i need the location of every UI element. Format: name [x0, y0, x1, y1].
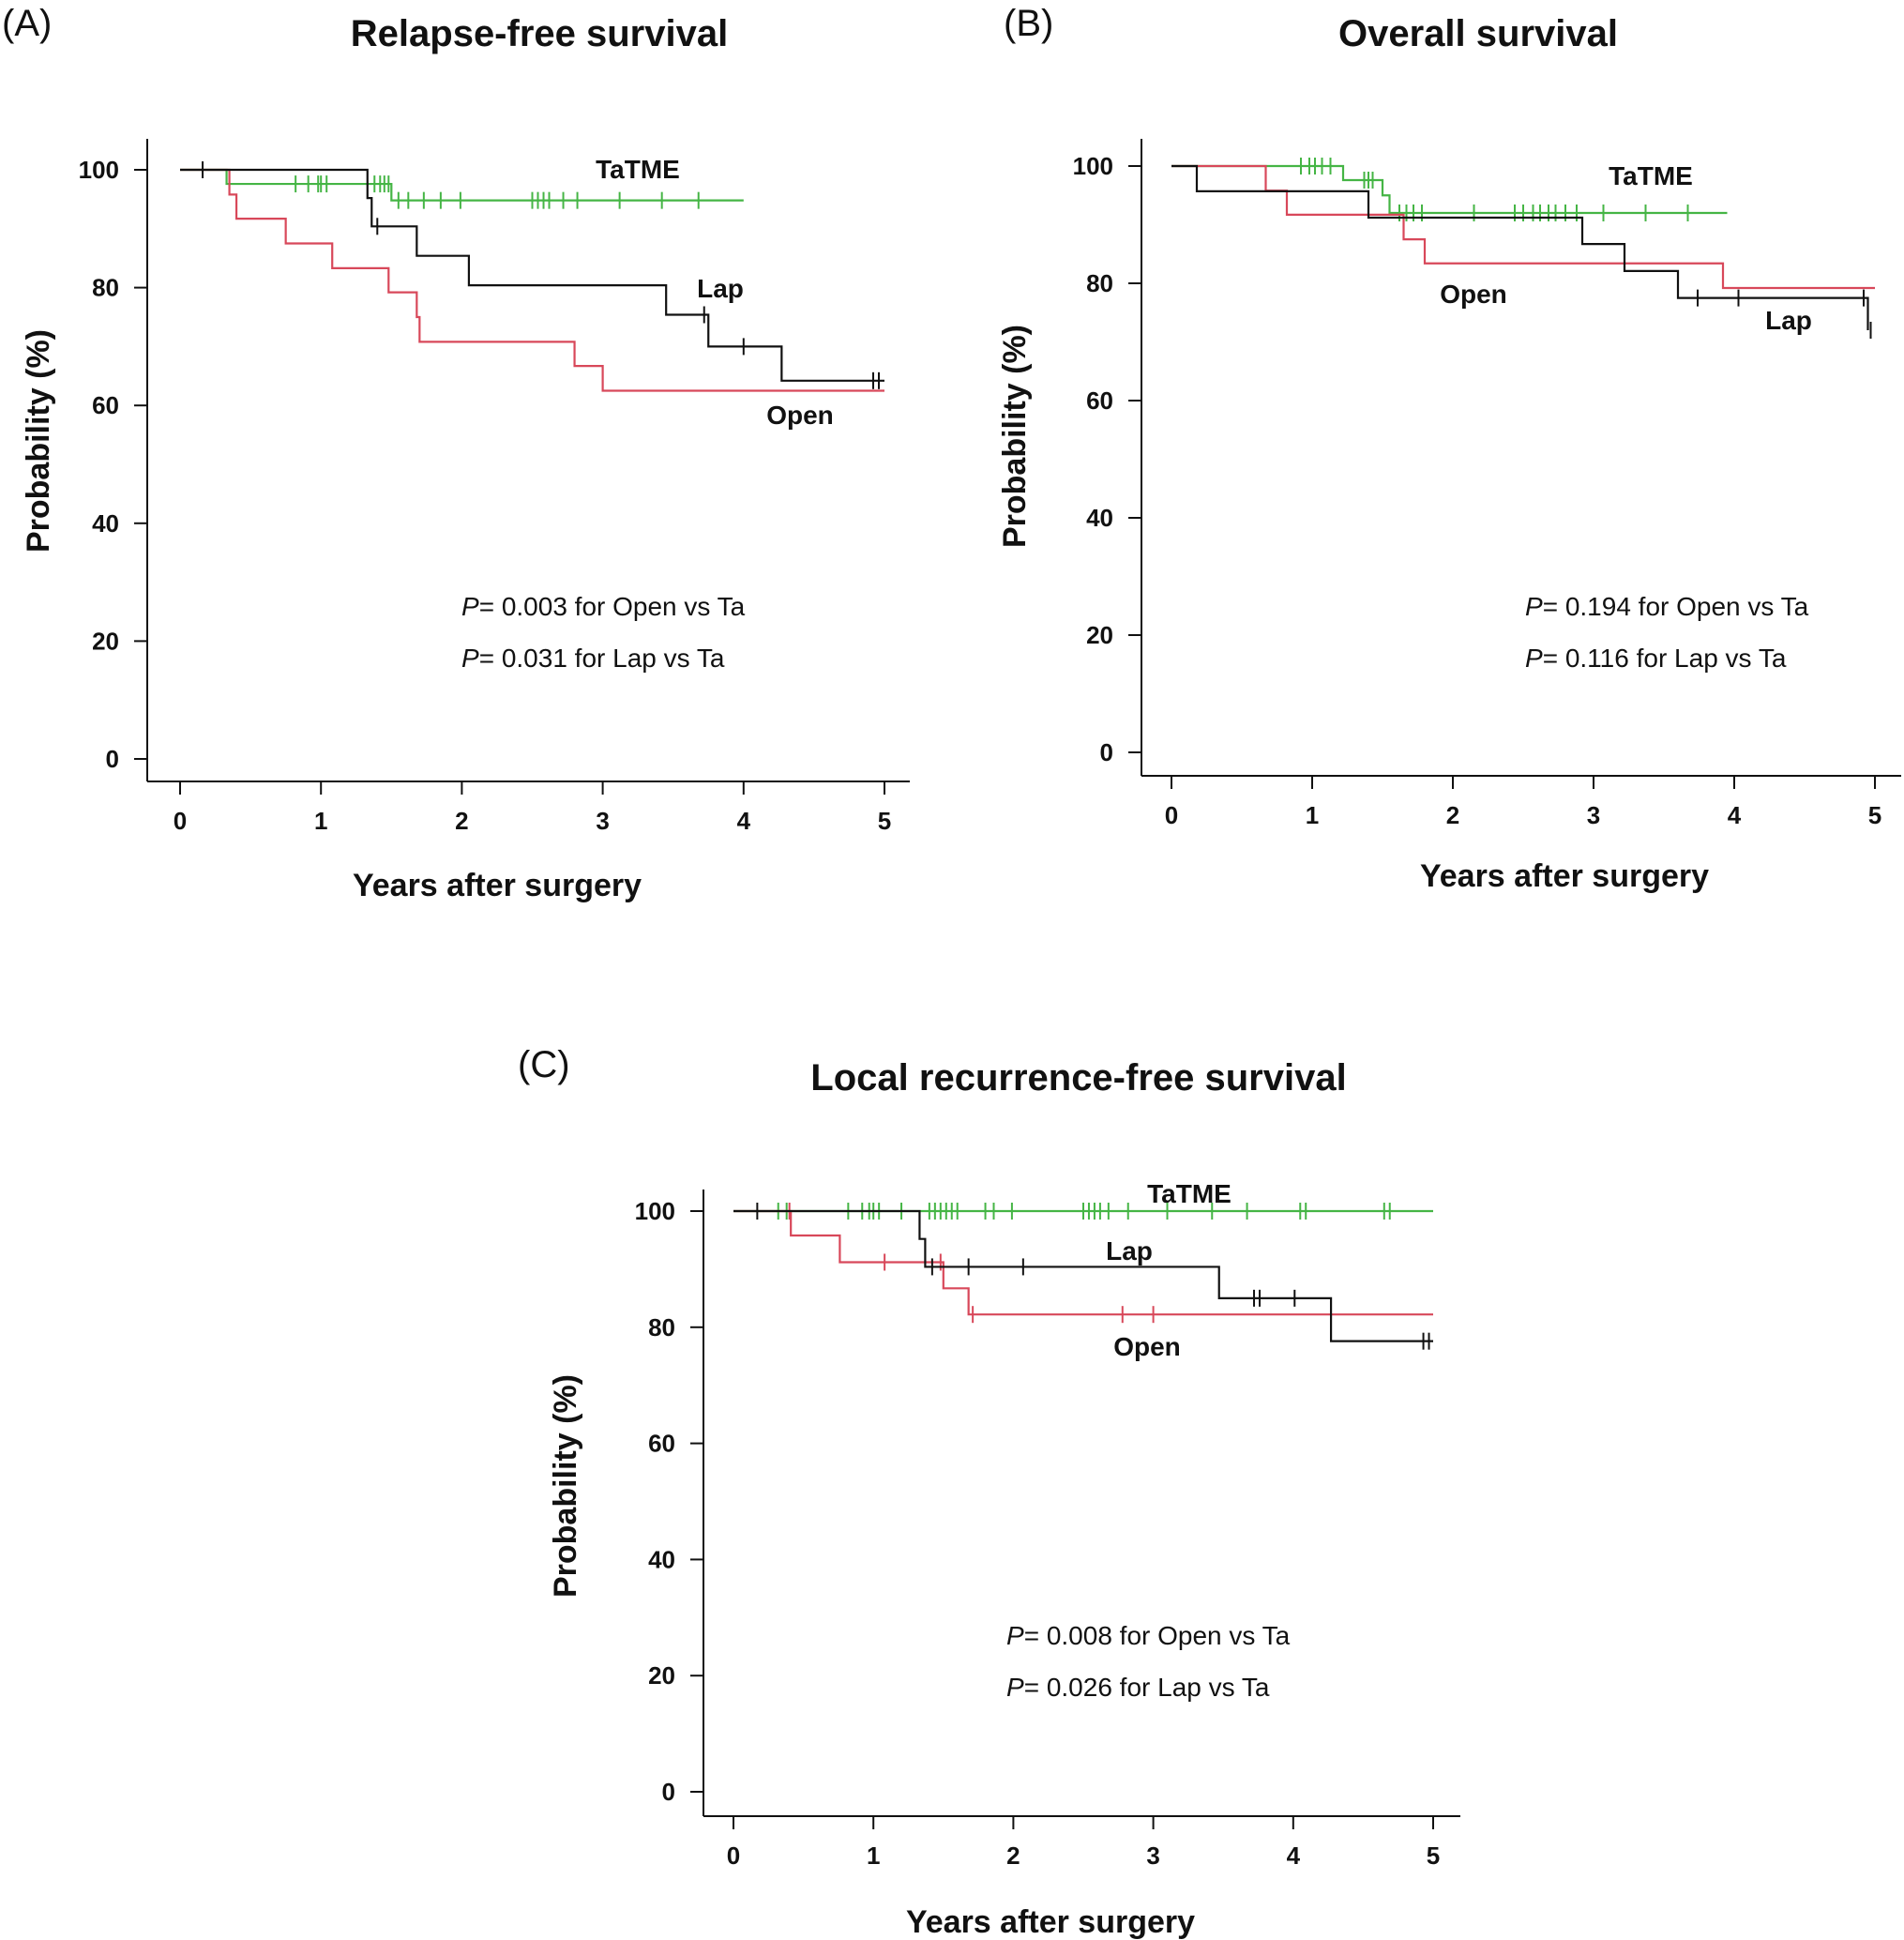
panel-a-y-tick-label: 20	[92, 627, 119, 655]
panel-b-y-tick-label: 20	[1086, 621, 1113, 649]
panel-a-y-tick-label: 0	[106, 745, 119, 773]
panel-b-letter: (B)	[1004, 3, 1053, 44]
panel-a-x-tick-label: 4	[737, 807, 751, 835]
panel-c-y-tick-label: 80	[648, 1313, 675, 1341]
panel-c-plot-area: 0 20 40 60 80 100 0 1 2 3 4 5	[635, 1190, 1460, 1870]
panel-b-y-tick-label: 80	[1086, 269, 1113, 297]
panel-a-label-lap: Lap	[697, 274, 744, 303]
panel-a-pvalue-lap: P= 0.031 for Lap vs Ta	[461, 644, 725, 673]
panel-a-x-tick-label: 3	[596, 807, 609, 835]
panel-c-pvalue-lap: P= 0.026 for Lap vs Ta	[1006, 1673, 1270, 1702]
panel-c-pvalue-lap-text: = 0.026 for Lap vs Ta	[1024, 1673, 1270, 1702]
panel-a-plot-area: 0 20 40 60 80 100 0 1 2 3 4 5	[79, 139, 910, 835]
panel-a-x-axis-label: Years after surgery	[353, 868, 642, 903]
panel-c-y-tick-label: 60	[648, 1430, 675, 1458]
panel-c-label-lap: Lap	[1106, 1236, 1153, 1266]
panel-b-plot-area: 0 20 40 60 80 100 0 1 2 3 4 5	[1073, 139, 1901, 829]
panel-b-x-tick-label: 3	[1587, 801, 1600, 829]
panel-a-x-tick-label: 0	[174, 807, 187, 835]
panel-b-x-tick-label: 2	[1446, 801, 1459, 829]
panel-b-x-tick-label: 1	[1306, 801, 1319, 829]
panel-c-pvalue-open-text: = 0.008 for Open vs Ta	[1024, 1621, 1291, 1650]
panel-c-y-tick-label: 0	[662, 1778, 675, 1806]
panel-a: (A) Relapse-free survival Years after su…	[2, 3, 910, 903]
panel-c-x-tick-label: 1	[867, 1841, 880, 1870]
panel-c-curve-open	[733, 1209, 1433, 1316]
panel-b-x-tick-label: 4	[1728, 801, 1742, 829]
panel-b-pvalue-open: P= 0.194 for Open vs Ta	[1525, 592, 1809, 621]
panel-b-pvalue-open-p: P	[1525, 592, 1543, 621]
panel-c-x-tick-label: 2	[1006, 1841, 1020, 1870]
panel-a-pvalue-open-text: = 0.003 for Open vs Ta	[479, 592, 746, 621]
panel-a-label-tatme: TaTME	[596, 155, 680, 184]
panel-b-curve-open	[1171, 164, 1875, 290]
panel-b-label-lap: Lap	[1765, 306, 1812, 335]
panel-c-x-axis-label: Years after surgery	[906, 1904, 1195, 1940]
panel-b-y-axis-label: Probability (%)	[997, 325, 1033, 548]
panel-c-y-tick-label: 40	[648, 1545, 675, 1573]
panel-c-x-tick-label: 5	[1427, 1841, 1440, 1870]
panel-c-letter: (C)	[518, 1044, 570, 1085]
panel-b-curve-tatme	[1171, 164, 1728, 215]
panel-a-y-tick-label: 60	[92, 391, 119, 419]
panel-c-label-tatme: TaTME	[1147, 1179, 1232, 1208]
panel-b-label-open: Open	[1440, 280, 1507, 309]
panel-b-pvalue-lap-p: P	[1525, 644, 1543, 673]
panel-c: (C) Local recurrence-free survival Years…	[518, 1044, 1460, 1940]
panel-b-label-tatme: TaTME	[1609, 161, 1693, 190]
panel-b-y-tick-label: 100	[1073, 152, 1113, 180]
panel-c-x-tick-label: 3	[1146, 1841, 1159, 1870]
panel-b-pvalue-lap: P= 0.116 for Lap vs Ta	[1525, 644, 1787, 673]
panel-b: (B) Overall survival Years after surgery…	[997, 3, 1901, 894]
panel-c-y-tick-label: 20	[648, 1661, 675, 1690]
panel-a-pvalue-lap-text: = 0.031 for Lap vs Ta	[479, 644, 725, 673]
panel-b-pvalue-open-text: = 0.194 for Open vs Ta	[1543, 592, 1809, 621]
panel-b-y-tick-label: 40	[1086, 504, 1113, 532]
panel-b-title: Overall survival	[1338, 13, 1618, 54]
panel-a-y-tick-label: 80	[92, 274, 119, 302]
panel-a-x-tick-label: 1	[314, 807, 327, 835]
panel-c-title: Local recurrence-free survival	[810, 1057, 1346, 1099]
panel-c-curve-lap	[733, 1209, 1433, 1342]
panel-a-curve-lap	[180, 168, 884, 382]
panel-a-pvalue-lap-p: P	[461, 644, 479, 673]
panel-a-x-tick-label: 2	[455, 807, 468, 835]
panel-a-pvalue-open: P= 0.003 for Open vs Ta	[461, 592, 746, 621]
panel-b-curve-lap	[1171, 164, 1869, 330]
panel-b-pvalue-lap-text: = 0.116 for Lap vs Ta	[1543, 644, 1787, 673]
panel-a-x-tick-label: 5	[878, 807, 891, 835]
panel-a-y-axis-label: Probability (%)	[21, 329, 56, 553]
panel-c-x-tick-label: 4	[1287, 1841, 1301, 1870]
panel-b-y-tick-label: 0	[1100, 738, 1113, 766]
panel-a-title: Relapse-free survival	[351, 13, 728, 54]
panel-b-x-axis-label: Years after surgery	[1420, 858, 1709, 894]
panel-a-letter: (A)	[2, 3, 52, 44]
panel-b-x-tick-label: 5	[1868, 801, 1881, 829]
panel-c-label-open: Open	[1113, 1332, 1181, 1361]
panel-b-x-tick-label: 0	[1165, 801, 1178, 829]
panel-c-y-tick-label: 100	[635, 1197, 675, 1225]
panel-a-curve-open	[180, 168, 884, 392]
panel-c-pvalue-lap-p: P	[1006, 1673, 1024, 1702]
panel-a-y-tick-label: 40	[92, 509, 119, 538]
panel-a-pvalue-open-p: P	[461, 592, 479, 621]
panel-c-x-tick-label: 0	[727, 1841, 740, 1870]
panel-c-y-axis-label: Probability (%)	[548, 1374, 583, 1598]
panel-c-pvalue-open: P= 0.008 for Open vs Ta	[1006, 1621, 1291, 1650]
panel-c-pvalue-open-p: P	[1006, 1621, 1024, 1650]
panel-a-label-open: Open	[766, 401, 834, 430]
panel-a-y-tick-label: 100	[79, 156, 119, 184]
panel-b-y-tick-label: 60	[1086, 386, 1113, 415]
